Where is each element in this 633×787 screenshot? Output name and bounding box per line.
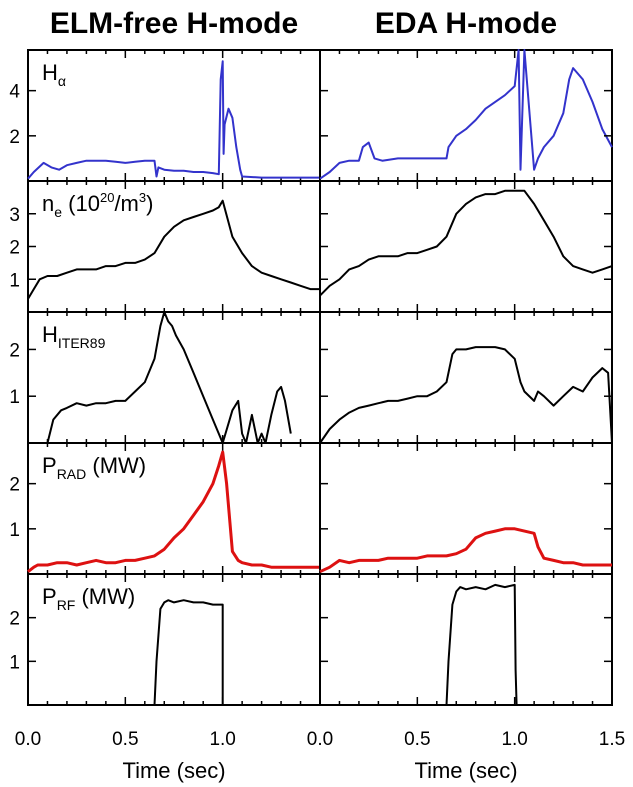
panel-frame-halpha-0 [27,49,321,182]
panel-frame-halpha-1 [319,49,613,182]
panel-label-ne: ne (1020/m3) [42,190,153,220]
y-tick-label: 2 [9,609,20,630]
x-tick-label: 1.0 [209,729,235,750]
y-tick-label: 3 [9,205,20,226]
panel-frame-hiter-1 [319,311,613,444]
panel-label-prf: PRF (MW) [42,584,135,613]
y-tick-label: 2 [9,340,20,361]
plot-area: 2 4 Hα 1 2 3 ne (1020/m3) 1 2 HITER89 1 2 PRAD (MW) 1… [9,49,625,750]
series-line-ne-0 [27,199,320,300]
panel-frame-prad-1 [319,442,613,575]
panel-frame-prf-1 [319,573,613,706]
y-tick-label: 1 [9,652,20,673]
y-tick-label: 2 [9,127,20,148]
x-axis-label-left: Time (sec) [122,758,225,783]
series-line-hiter-1 [319,346,613,444]
panel-label-halpha: Hα [42,60,66,89]
x-tick-label: 0.0 [15,729,41,750]
x-tick-label: 1.0 [501,729,527,750]
panel-label-prad: PRAD (MW) [42,453,146,482]
x-tick-label: 1.5 [599,729,625,750]
panel-frame-prf-0 [27,573,321,706]
x-axis-label-right: Time (sec) [414,758,517,783]
y-tick-label: 2 [9,475,20,496]
x-tick-label: 0.5 [404,729,430,750]
panel-frame-ne-1 [319,180,613,313]
y-tick-label: 1 [9,387,20,408]
x-tick-label: 0.0 [307,729,333,750]
series-line-prf-0 [153,599,224,706]
y-tick-label: 1 [9,520,20,541]
series-line-prad-0 [27,450,320,573]
column-title-elm-free: ELM-free H-mode [50,7,298,40]
series-line-halpha-0 [27,60,320,180]
y-tick-label: 2 [9,238,20,259]
series-line-ne-1 [319,189,613,297]
column-title-eda: EDA H-mode [375,7,557,40]
y-tick-label: 4 [9,82,20,103]
y-tick-label: 1 [9,270,20,291]
series-line-halpha-1 [319,49,613,180]
panel-frame-prad-0 [27,442,321,575]
series-line-prad-1 [319,527,612,574]
series-line-hiter-0 [46,311,292,444]
x-tick-label: 0.5 [112,729,138,750]
series-line-prf-1 [445,583,518,706]
panel-label-hiter: HITER89 [42,322,106,351]
